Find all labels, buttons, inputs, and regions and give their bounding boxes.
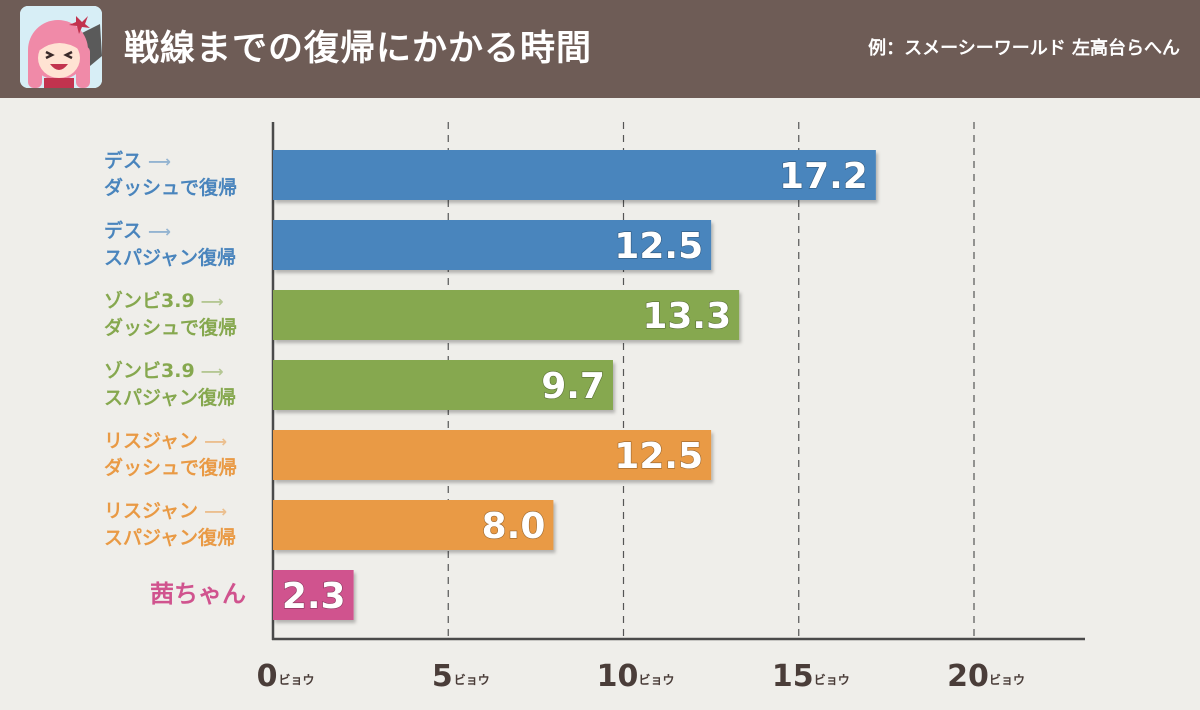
category-label-line: デス ⟶ — [104, 220, 171, 242]
header-note: 例：スメーシーワールド 左高台らへん — [868, 38, 1180, 59]
x-tick-label: 5 — [432, 659, 453, 694]
category-label-line: 茜ちゃん — [150, 580, 246, 608]
x-tick-label: 0 — [257, 659, 278, 694]
category-label-line: リスジャン ⟶ — [104, 430, 227, 452]
bar — [273, 430, 712, 480]
x-tick-unit: ビョウ — [814, 672, 850, 687]
x-tick-unit: ビョウ — [639, 672, 675, 687]
arrow-right-icon: ⟶ — [148, 152, 171, 171]
bar-value-label: 17.2 — [779, 156, 868, 197]
bar — [273, 360, 613, 410]
category-label-line: リスジャン ⟶ — [104, 500, 227, 522]
bar-value-label: 2.3 — [282, 576, 346, 617]
category-label-line: スパジャン復帰 — [104, 247, 237, 269]
category-label-line: ダッシュで復帰 — [104, 457, 238, 479]
x-tick-label: 20 — [947, 659, 989, 694]
category-label-line: スパジャン復帰 — [104, 527, 237, 549]
arrow-right-icon: ⟶ — [148, 222, 171, 241]
bar-value-label: 8.0 — [482, 506, 546, 547]
chart-canvas: 0 ビョウ 5 ビョウ 10 ビョウ 15 ビョウ 20 ビョウ17.212.513.39.712… — [257, 122, 1085, 694]
header-bar: 戦線までの復帰にかかる時間 例：スメーシーワールド 左高台らへん — [0, 0, 1200, 98]
category-label: ゾンビ3.9 ⟶ スパジャン復帰 — [104, 358, 236, 411]
x-tick-unit: ビョウ — [454, 672, 490, 687]
category-label-line: ゾンビ3.9 ⟶ — [104, 290, 224, 312]
x-tick-label: 15 — [772, 659, 814, 694]
x-tick-unit: ビョウ — [989, 672, 1025, 687]
arrow-right-icon: ⟶ — [204, 502, 227, 521]
category-label-line: デス ⟶ — [104, 150, 171, 172]
bar — [273, 570, 354, 620]
category-label-line: ゾンビ3.9 ⟶ — [104, 360, 224, 382]
arrow-right-icon: ⟶ — [200, 292, 224, 311]
bar-value-label: 12.5 — [614, 226, 703, 267]
category-label-line: スパジャン復帰 — [104, 387, 237, 409]
x-tick-unit: ビョウ — [279, 672, 315, 687]
bar-value-label: 13.3 — [642, 296, 731, 337]
bar — [273, 290, 740, 340]
bar-value-label: 9.7 — [541, 366, 605, 407]
category-label: リスジャン ⟶ スパジャン復帰 — [104, 498, 236, 551]
avatar-illustration-icon — [20, 6, 102, 88]
x-tick-label: 10 — [597, 659, 639, 694]
category-label-line: ダッシュで復帰 — [104, 317, 238, 339]
arrow-right-icon: ⟶ — [200, 362, 224, 381]
bar-chart: 0 ビョウ 5 ビョウ 10 ビョウ 15 ビョウ 20 ビョウ 17.2 12.5 13.3 9.7 12… — [0, 98, 1200, 710]
bar-value-label: 12.5 — [614, 436, 703, 477]
category-label-line: ダッシュで復帰 — [104, 177, 238, 199]
category-label: デス ⟶ スパジャン復帰 — [104, 218, 236, 271]
avatar — [20, 6, 102, 88]
category-label: 茜ちゃん — [150, 581, 246, 607]
page-title: 戦線までの復帰にかかる時間 — [124, 29, 593, 69]
arrow-right-icon: ⟶ — [204, 432, 227, 451]
bar — [273, 150, 876, 200]
bar — [273, 220, 712, 270]
category-label: ゾンビ3.9 ⟶ ダッシュで復帰 — [104, 288, 237, 341]
category-label: リスジャン ⟶ ダッシュで復帰 — [104, 428, 237, 481]
bar — [273, 500, 554, 550]
category-label: デス ⟶ ダッシュで復帰 — [104, 148, 237, 201]
